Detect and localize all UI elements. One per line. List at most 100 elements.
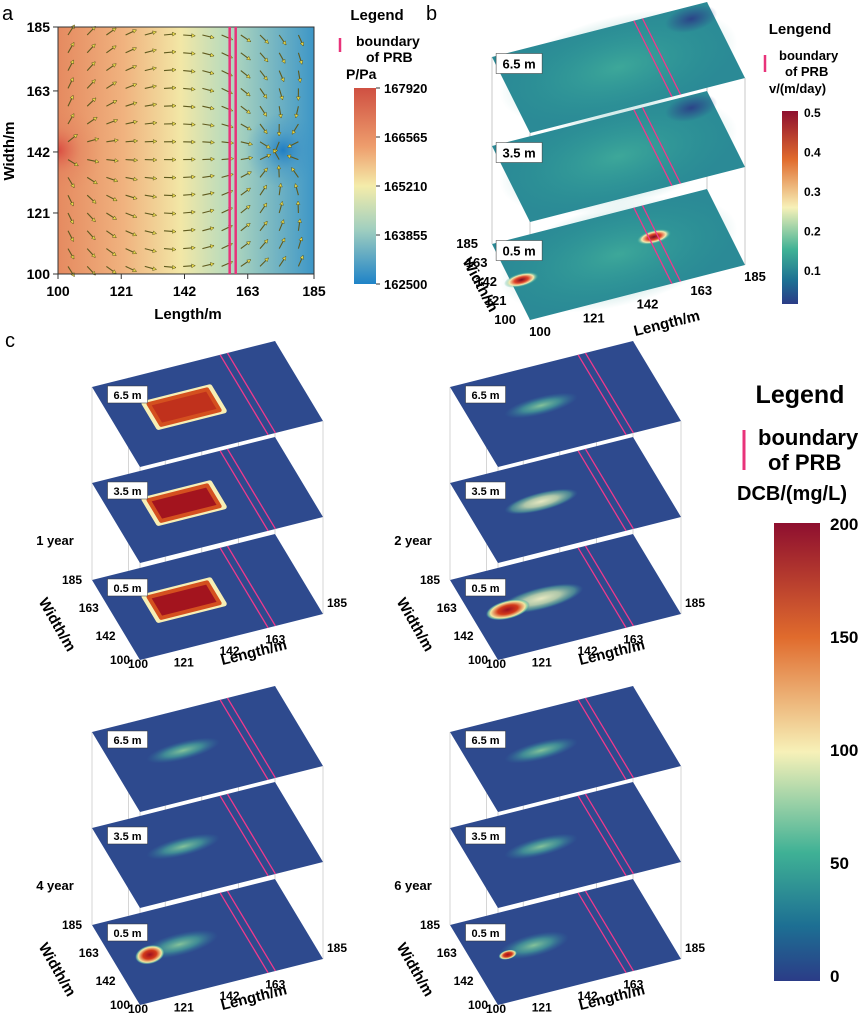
layer-slice: 3.5 m — [92, 437, 323, 563]
x-axis-label: Length/m — [632, 307, 702, 340]
arrow-head — [70, 183, 75, 189]
prb-boundary-line — [226, 890, 276, 972]
colorbar-tick-label: 100 — [830, 741, 858, 760]
y-tick-label: 100 — [468, 998, 488, 1012]
y-tick-label: 121 — [485, 293, 507, 308]
layer-label-box — [465, 481, 506, 500]
x-tick-label: 163 — [623, 633, 643, 647]
y-axis-label: Width/m — [1, 121, 18, 180]
y-tick-label: 185 — [27, 19, 51, 35]
arrow-head — [133, 157, 139, 163]
arrow-head — [191, 209, 196, 215]
prb-boundary-line — [226, 793, 276, 875]
x-tick-label: 100 — [128, 1002, 148, 1016]
colorbar-tick-label: 0.4 — [804, 146, 821, 160]
arrow-head — [296, 96, 301, 101]
arrow-head — [246, 259, 252, 264]
colorbar-tick-label: 0.1 — [804, 264, 821, 278]
arrow-head — [69, 77, 74, 83]
prb-boundary-line — [577, 892, 627, 974]
arrow-head — [112, 215, 117, 220]
x-axis-label: Length/m — [577, 636, 647, 669]
arrow-head — [298, 59, 304, 65]
y-tick-label: 142 — [454, 974, 474, 988]
arrow-head — [69, 237, 74, 242]
colorbar-tick-label: 150 — [830, 628, 858, 647]
y-tick-label: 185 — [420, 918, 440, 932]
arrow-head — [114, 138, 119, 143]
dcb-plume — [504, 737, 578, 764]
low-velocity-zone — [665, 4, 718, 33]
arrow-head — [264, 39, 269, 44]
arrow-head — [152, 266, 157, 271]
legend-entry-line2: of PRB — [768, 450, 841, 475]
dcb-plume — [504, 392, 578, 419]
x-tick-label: 121 — [583, 310, 605, 325]
arrow-head — [209, 70, 215, 75]
arrow-head — [246, 171, 252, 176]
arrow-head — [295, 200, 301, 205]
x-tick-label: 163 — [623, 978, 643, 992]
time-label: 1 year — [36, 533, 74, 548]
arrow-head — [172, 139, 177, 145]
prb-boundary-line — [219, 450, 269, 532]
arrow-head — [191, 174, 196, 180]
arrow-head — [73, 161, 79, 167]
arrow-head — [172, 229, 177, 234]
velocity-plume — [499, 196, 738, 313]
layer-label: 0.5 m — [471, 583, 499, 595]
prb-boundary-line — [226, 545, 276, 627]
arrow-head — [112, 81, 117, 86]
arrow-head — [132, 231, 138, 237]
y-tick-label: 142 — [454, 629, 474, 643]
arrow-head — [111, 233, 117, 238]
arrow-head — [113, 177, 119, 183]
arrow-head — [278, 113, 283, 119]
layer-slice: 3.5 m — [92, 782, 323, 908]
x-tick-label: 121 — [174, 656, 194, 670]
layer-slice: 6.5 m — [450, 686, 681, 812]
plot-frame — [57, 26, 315, 275]
y-tick-label: 185 — [62, 573, 82, 587]
arrow-head — [172, 211, 177, 216]
arrow-head — [279, 95, 284, 101]
arrow-head — [209, 262, 215, 267]
arrow-head — [272, 148, 278, 154]
y-tick-label: 100 — [110, 998, 130, 1012]
arrow-head — [152, 30, 157, 36]
layer-label: 3.5 m — [471, 831, 499, 843]
arrow-head — [281, 237, 286, 243]
prb-boundary-line — [584, 352, 634, 434]
arrow-head — [191, 69, 196, 74]
arrow-head — [152, 120, 158, 126]
x-axis-label: Length/m — [154, 306, 222, 323]
layer-label-box — [107, 826, 148, 845]
arrow-head — [265, 144, 271, 149]
y-tick-label: 163 — [27, 83, 51, 99]
arrow-head — [69, 201, 74, 207]
layer-label: 6.5 m — [471, 390, 499, 402]
arrow-head — [246, 126, 252, 131]
prb-boundary-line — [219, 547, 269, 629]
arrow-head — [172, 175, 177, 180]
arrow-head — [91, 79, 96, 84]
arrow-head — [172, 103, 177, 109]
layer-slice: 6.5 m — [92, 341, 323, 467]
dcb-plume — [146, 483, 222, 523]
arrow-head — [287, 143, 293, 148]
arrow-head — [94, 137, 100, 142]
arrow-head — [73, 134, 78, 139]
colorbar — [782, 111, 798, 304]
x-tick-label: 121 — [532, 656, 552, 670]
layer-slice: 0.5 m — [92, 534, 323, 660]
dcb-plume — [504, 833, 578, 860]
legend-b: Lengend boundary of PRB v/(m/day) 0.5 0.4… — [763, 21, 839, 304]
arrow-head — [172, 193, 177, 198]
layer-label: 6.5 m — [471, 735, 499, 747]
arrow-head — [210, 173, 215, 179]
arrow-head — [92, 116, 98, 122]
arrow-head — [191, 139, 196, 145]
x-tick-label: 121 — [174, 1001, 194, 1015]
prb-boundary-line — [633, 20, 673, 97]
